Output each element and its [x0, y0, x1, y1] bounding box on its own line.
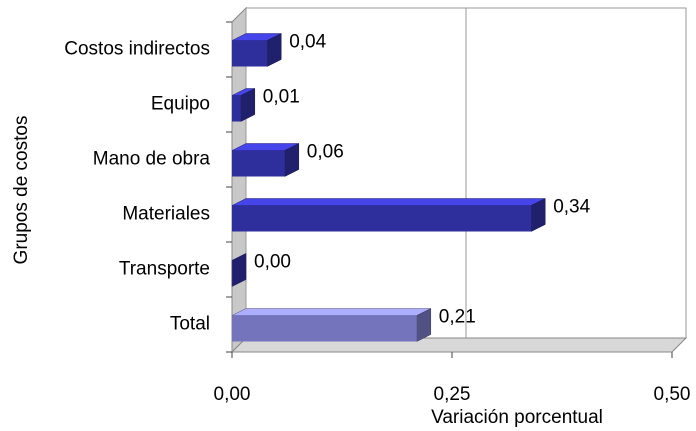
x-axis-title: Variación porcentual [431, 407, 603, 428]
y-tick-label: Total [170, 314, 210, 335]
value-label: 0,21 [439, 307, 476, 328]
y-tick-label: Transporte [119, 259, 210, 280]
bar [232, 205, 532, 232]
value-label: 0,00 [254, 252, 291, 273]
bar [232, 260, 233, 287]
bar-top [231, 308, 431, 316]
y-tick-label: Equipo [151, 94, 210, 115]
bar-top [231, 198, 546, 206]
value-label: 0,34 [553, 197, 590, 218]
x-tick-label: 0,00 [214, 384, 251, 405]
bar [232, 315, 417, 342]
value-label: 0,04 [289, 32, 326, 53]
y-axis-title: Grupos de costos [11, 116, 32, 265]
bar [232, 150, 285, 177]
value-label: 0,01 [263, 87, 300, 108]
bar [232, 40, 268, 67]
y-tick-label: Materiales [122, 204, 210, 225]
x-tick-label: 0,50 [654, 384, 691, 405]
x-tick-label: 0,25 [434, 384, 471, 405]
y-tick-label: Mano de obra [93, 149, 211, 170]
y-tick-label: Costos indirectos [64, 39, 210, 60]
bar [232, 95, 241, 122]
value-label: 0,06 [307, 142, 344, 163]
